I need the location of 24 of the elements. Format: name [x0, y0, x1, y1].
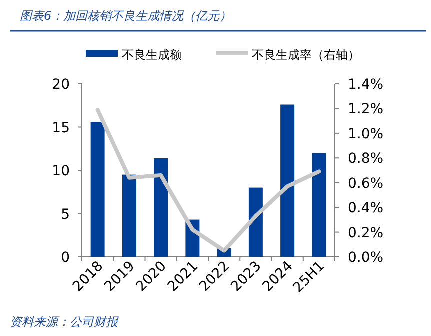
y2-tick-label: 1.2% [348, 102, 384, 118]
y2-tick-label: 0.6% [348, 176, 384, 192]
line-series [96, 108, 322, 253]
y2-tick-label: 1.0% [348, 126, 384, 142]
bar [122, 174, 136, 257]
legend-label: 不良生成额 [122, 48, 182, 62]
y2-tick-label: 0.2% [348, 225, 384, 242]
y2-tick-label: 1.4% [348, 77, 384, 93]
y2-tick-label: 0.8% [348, 151, 384, 168]
chart-title: 图表6：加回核销不良生成情况（亿元） [20, 9, 232, 23]
y-tick-label: 20 [52, 77, 70, 93]
legend-label: 不良生成率（右轴） [252, 48, 360, 62]
y2-tick-label: 0.0% [348, 250, 384, 266]
bar [90, 122, 105, 257]
bar [154, 158, 168, 257]
bar [312, 153, 326, 257]
y-tick-label: 0 [61, 250, 70, 266]
y-tick-label: 10 [52, 164, 70, 180]
bar [280, 104, 295, 257]
y-tick-label: 15 [52, 120, 70, 136]
y-tick-label: 5 [61, 206, 70, 223]
y2-tick-label: 0.4% [348, 200, 384, 217]
bar [248, 188, 263, 257]
text: 资料来源：公司财报 [10, 315, 119, 329]
